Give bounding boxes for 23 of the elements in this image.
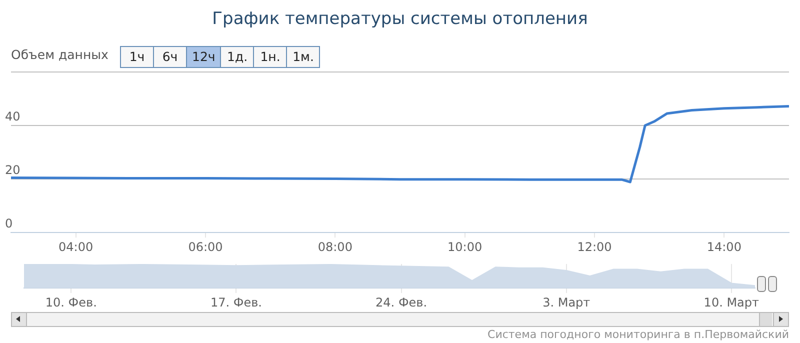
x-tick-label: 12:00 [577, 240, 612, 254]
y-tick-label: 20 [5, 163, 20, 178]
x-tick-label: 3. Март [542, 295, 590, 310]
zoom-button[interactable]: 1ч [120, 46, 154, 68]
x-tick-label: 14:00 [706, 240, 742, 254]
zoom-button[interactable]: 1д. [220, 46, 254, 68]
zoom-button[interactable]: 12ч [186, 46, 222, 68]
text: Объем данных [11, 47, 108, 62]
x-tick-label: 24. Фев. [376, 295, 428, 310]
zoom-button[interactable]: 6ч [153, 46, 187, 68]
x-tick-label: 10:00 [448, 240, 482, 254]
x-tick-label: 04:00 [58, 240, 94, 254]
x-tick-label: 17. Фев. [210, 295, 262, 310]
x-tick-label: 10. Фев. [45, 295, 97, 310]
text: Система погодного мониторинга в п.Первомайский [488, 328, 789, 341]
x-tick-label: 06:00 [188, 240, 223, 254]
chart-title: График температуры системы отопления [211, 9, 589, 29]
x-tick-label: 10. Март [704, 295, 760, 310]
zoom-button[interactable]: 1н. [253, 46, 288, 68]
x-tick-label: 08:00 [318, 240, 352, 254]
y-tick-label: 40 [5, 110, 20, 124]
y-tick-label: 0 [5, 216, 13, 231]
zoom-button[interactable]: 1м. [286, 46, 320, 68]
